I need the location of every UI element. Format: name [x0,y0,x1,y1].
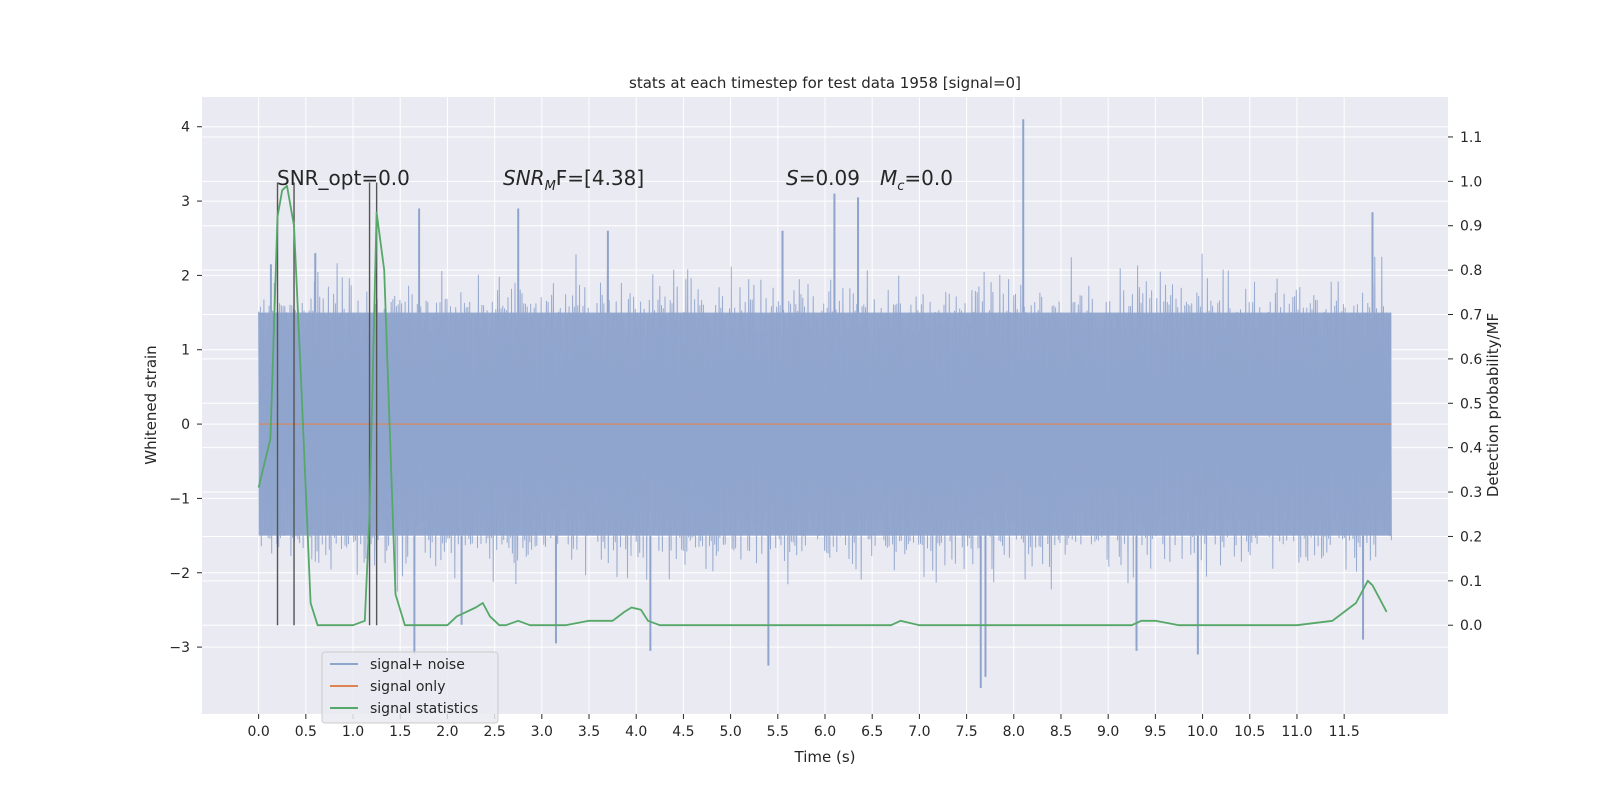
x-tick-label: 7.5 [955,724,977,740]
y-right-tick-label: 0.1 [1460,574,1482,590]
s-rest: =0.09 [799,166,860,190]
x-tick-label: 10.0 [1187,724,1218,740]
x-tick-label: 11.5 [1329,724,1360,740]
x-axis-ticks: 0.0 0.5 1.0 1.5 2.0 2.5 3.0 3.5 4.0 4.5 5.0 5.5 6.0 6… [248,714,1360,740]
x-axis-label: Time (s) [794,748,856,766]
y-axis-right-label: Detection probability/MF [1484,313,1502,497]
y-axis-left-ticks: 4 3 2 1 0 −1 −2 −3 [169,120,202,656]
x-tick-label: 11.0 [1281,724,1312,740]
y-tick-label: −1 [169,491,190,507]
annotation-snr-opt: SNR_opt=0.0 [277,166,410,190]
legend-label-signal-statistics: signal statistics [370,701,478,717]
x-tick-label: 0.5 [295,724,317,740]
y-tick-label: 2 [181,268,190,284]
y-right-tick-label: 0.9 [1460,219,1482,235]
snr-mf-rest: F=[4.38] [556,166,644,190]
x-tick-label: 4.0 [625,724,647,740]
y-tick-label: 1 [181,343,190,359]
legend: signal+ noise signal only signal statist… [321,651,499,724]
x-tick-label: 5.5 [767,724,789,740]
x-tick-label: 8.0 [1003,724,1025,740]
x-tick-label: 4.5 [672,724,694,740]
y-tick-label: 3 [181,194,190,210]
signal-statistics-line [257,184,1388,627]
y-tick-label: −2 [169,566,190,582]
y-right-tick-label: 0.4 [1460,441,1482,457]
y-tick-label: −3 [169,640,190,656]
x-tick-label: 5.0 [719,724,741,740]
y-right-tick-label: 0.0 [1460,618,1482,634]
x-tick-label: 6.5 [861,724,883,740]
snr-mf-main: SNR [503,166,545,190]
x-tick-label: 7.0 [908,724,930,740]
y-tick-label: 0 [181,417,190,433]
y-right-tick-label: 0.6 [1460,352,1482,368]
x-tick-label: 8.5 [1050,724,1072,740]
snr-mf-sub: M [545,179,556,194]
y-axis-label: Whitened strain [142,345,160,464]
annotation-mc: Mc=0.0 [880,166,953,194]
x-tick-label: 1.5 [389,724,411,740]
mc-sub: c [897,179,904,194]
x-tick-label: 2.0 [436,724,458,740]
s-main: S [786,166,799,190]
mc-main: M [880,166,897,190]
signal-noise-line [258,253,1392,592]
y-right-tick-label: 1.0 [1460,174,1482,190]
x-tick-label: 0.0 [248,724,270,740]
vertical-markers [276,182,378,626]
x-tick-label: 9.0 [1097,724,1119,740]
x-tick-label: 1.0 [342,724,364,740]
y-right-tick-label: 0.7 [1460,308,1482,324]
legend-label-signal-noise: signal+ noise [370,657,465,673]
legend-box [321,651,499,724]
x-tick-label: 6.0 [814,724,836,740]
y-right-tick-label: 0.5 [1460,396,1482,412]
chart-title: stats at each timestep for test data 195… [629,74,1021,92]
x-tick-label: 9.5 [1144,724,1166,740]
x-tick-label: 3.5 [578,724,600,740]
x-tick-label: 2.5 [483,724,505,740]
y-tick-label: 4 [181,120,190,136]
annotation-s: S=0.09 [786,166,860,190]
y-axis-right-ticks: 1.1 1.0 0.9 0.8 0.7 0.6 0.5 0.4 0.3 0.2 0.1 0.0 [1448,130,1482,634]
annotation-snr-mf: SNRMF=[4.38] [503,166,644,194]
mc-rest: =0.0 [904,166,953,190]
x-tick-label: 10.5 [1234,724,1265,740]
x-tick-label: 3.0 [531,724,553,740]
y-right-tick-label: 0.8 [1460,263,1482,279]
y-right-tick-label: 0.2 [1460,529,1482,545]
legend-label-signal-only: signal only [370,679,445,695]
y-right-tick-label: 0.3 [1460,485,1482,501]
signal-statistics-series [257,184,1388,627]
y-right-tick-label: 1.1 [1460,130,1482,146]
